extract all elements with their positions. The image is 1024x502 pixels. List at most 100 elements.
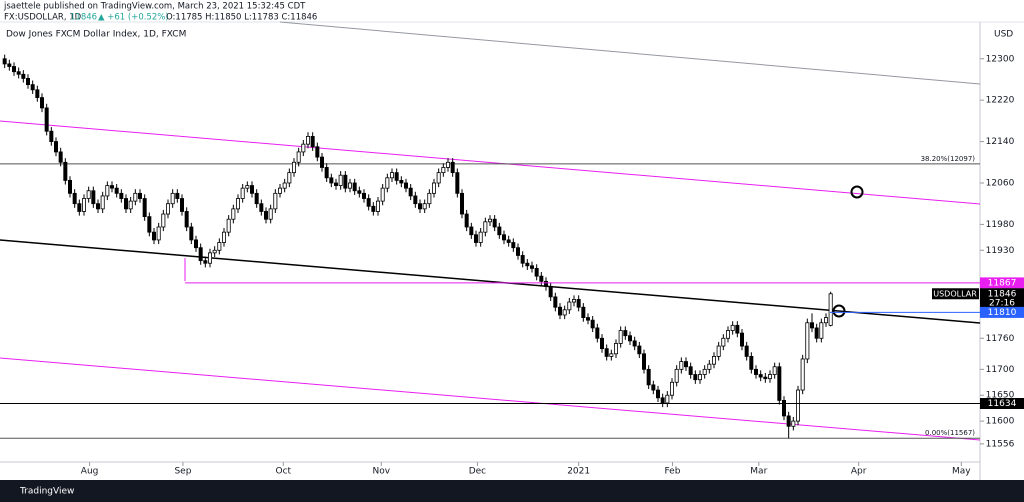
candle-body <box>768 374 773 380</box>
candle-body <box>581 306 586 318</box>
candle-body <box>501 234 506 241</box>
candle-body <box>165 203 170 215</box>
candle-body <box>721 337 726 347</box>
candle-body <box>77 203 82 212</box>
candle-body <box>469 226 474 236</box>
candle-body <box>688 366 693 375</box>
candle-body <box>810 322 815 329</box>
candle-body <box>422 203 427 210</box>
candle-body <box>25 78 30 86</box>
candle-body <box>534 267 539 277</box>
last-price: 11846 <box>70 13 97 23</box>
target-circle <box>832 304 846 318</box>
trend-line <box>0 357 981 441</box>
candle-body <box>105 185 110 197</box>
countdown: 27:16 <box>989 298 1015 308</box>
y-tick-label: 12300 <box>986 54 1015 64</box>
candle-body <box>544 280 549 287</box>
candle-body <box>371 205 376 212</box>
candle-body <box>646 368 651 386</box>
candle-body <box>595 327 600 339</box>
candle-body <box>441 167 446 174</box>
candle-body <box>632 340 637 347</box>
candle-body <box>324 167 329 179</box>
trend-line <box>0 239 981 324</box>
candle-body <box>128 200 133 210</box>
candle-body <box>637 345 642 355</box>
candle-body <box>590 319 595 329</box>
fib-label: 38.20%(12097) <box>921 155 976 163</box>
candle-body <box>572 299 577 303</box>
candle-body <box>375 200 380 212</box>
candle-body <box>282 182 287 189</box>
price-label: 11867 <box>988 278 1017 288</box>
candle-body <box>609 353 614 357</box>
candle-body <box>726 330 731 339</box>
candle-body <box>273 192 278 210</box>
candle-body <box>399 179 404 184</box>
candle-body <box>506 239 511 243</box>
candle-body <box>343 174 348 189</box>
candle-body <box>100 195 105 210</box>
candle-body <box>403 182 408 189</box>
candle-body <box>805 322 810 360</box>
candle-body <box>380 187 385 202</box>
candle-body <box>305 135 310 145</box>
candle-body <box>553 296 558 308</box>
candle-body <box>777 366 782 401</box>
candle-body <box>679 361 684 370</box>
candle-body <box>221 231 226 243</box>
candle-body <box>483 221 488 233</box>
candle-body <box>11 66 16 73</box>
y-tick-label: 12220 <box>986 96 1015 106</box>
candle-body <box>161 213 166 228</box>
candle-body <box>670 381 675 396</box>
candle-body <box>618 330 623 344</box>
candle-body <box>674 368 679 383</box>
candle-body <box>170 192 175 205</box>
candle-body <box>217 242 222 251</box>
candle-body <box>539 275 544 282</box>
ohlc: O:11785 H:11850 L:11783 C:11846 <box>166 13 317 23</box>
candle-body <box>623 330 628 337</box>
candle-body <box>30 84 35 91</box>
candle-body <box>310 135 315 148</box>
candle-body <box>558 306 563 316</box>
candle-body <box>203 260 208 264</box>
candle-body <box>716 345 721 357</box>
x-tick-label: Sep <box>174 467 191 477</box>
candle-body <box>614 343 619 355</box>
candle-body <box>791 420 796 427</box>
candle-body <box>642 353 647 370</box>
symbol-label: USDOLLAR <box>933 289 977 298</box>
candle-body <box>72 192 77 205</box>
candle-body <box>749 355 754 370</box>
y-tick-label: 11980 <box>986 220 1015 230</box>
candle-body <box>487 218 492 223</box>
x-tick-label: Aug <box>81 467 99 477</box>
price-label-box <box>980 288 1024 309</box>
candle-body <box>333 182 338 186</box>
y-tick-label: 11930 <box>986 246 1015 256</box>
candle-body <box>21 73 26 79</box>
candle-body <box>492 218 497 228</box>
candle-body <box>758 374 763 378</box>
candle-body <box>445 161 450 168</box>
candle-body <box>735 324 740 334</box>
candle-body <box>86 190 91 199</box>
x-tick-label: Apr <box>851 467 867 477</box>
candle-body <box>259 203 264 212</box>
y-tick-label: 11650 <box>986 391 1015 401</box>
candle-body <box>389 172 394 179</box>
candle-body <box>473 234 478 243</box>
price-label-box <box>980 306 1024 318</box>
candle-body <box>450 161 455 174</box>
candle-body <box>291 161 296 174</box>
candle-body <box>408 187 413 197</box>
candle-body <box>119 192 124 199</box>
candle-body <box>110 185 115 189</box>
candle-body <box>530 265 535 269</box>
candle-body <box>124 198 129 210</box>
candle-body <box>431 182 436 194</box>
candle-body <box>82 198 87 212</box>
